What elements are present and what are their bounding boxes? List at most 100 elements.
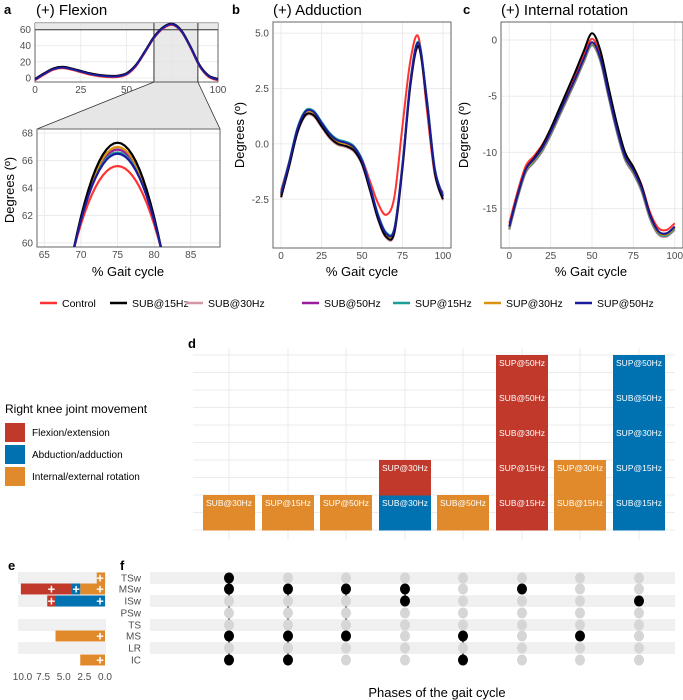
stacked-bar-segment [320,495,372,531]
row-label: MSw [119,585,142,596]
active-dot [517,583,527,595]
plus-marker: + [96,594,104,609]
active-dot [224,572,234,584]
panel-label-a: a [4,2,12,17]
active-dot [283,630,293,642]
inactive-dot [283,572,293,584]
plus-marker: + [96,571,104,586]
inactive-dot [458,583,468,595]
horizontal-bar-segment [80,654,105,666]
x-tick-label: 75 [112,250,124,261]
row-band [150,642,675,654]
bar-segment-label: SUP@15Hz [499,463,545,473]
legend-label: Abduction/adduction [32,450,123,461]
inactive-dot [400,619,410,631]
inactive-dot [575,642,585,654]
bar-segment-label: SUP@15Hz [265,498,311,508]
inactive-dot [341,595,351,607]
bar-segment-label: SUP@50Hz [499,358,545,368]
x-tick-label: 70 [75,250,87,261]
x-tick-label: 0.0 [98,672,112,683]
stacked-bar-segment [496,425,548,461]
inactive-dot [400,642,410,654]
inactive-dot [283,642,293,654]
horizontal-bar-segment [80,583,105,595]
x-tick-label: 25 [545,251,557,262]
plus-marker: + [96,653,104,668]
y-tick-label: 64 [22,184,34,195]
panel-b-ylabel: Degrees (º) [232,102,247,168]
y-tick-label: -15 [483,204,498,215]
inactive-dot [458,572,468,584]
x-tick-label: 75 [628,251,640,262]
panel-f-xlabel: Phases of the gait cycle [368,685,505,700]
inactive-dot [400,654,410,666]
inactive-dot [517,595,527,607]
stacked-bar-segment [262,495,314,531]
series-line-SUP@50Hz [508,41,676,235]
y-tick-label: 2.5 [255,84,269,95]
legend-label: SUB@15Hz [132,298,189,310]
row-band [18,572,106,584]
stacked-bar-segment [496,390,548,426]
x-tick-label: 100 [435,251,452,262]
inactive-dot [224,607,234,619]
bar-segment-label: SUB@30Hz [499,428,545,438]
y-tick-label: 0 [491,35,497,46]
active-dot [224,583,234,595]
horizontal-bar-segment [96,572,105,584]
legend-swatch-flexion-extension [5,423,25,442]
inactive-dot [458,595,468,607]
x-tick-label: 50 [356,251,368,262]
plus-marker: + [96,582,104,597]
row-band [150,572,675,584]
horizontal-bar-segment [55,595,105,607]
stacked-bar-segment [203,495,255,531]
inactive-dot [634,630,644,642]
row-label: IC [131,656,141,667]
y-tick-label: 5.0 [255,29,269,40]
inactive-dot [400,630,410,642]
row-label: LR [128,644,141,655]
x-tick-label: 75 [397,251,409,262]
active-dot [283,654,293,666]
panel-a-xlabel: % Gait cycle [92,264,164,279]
plus-marker: + [96,629,104,644]
inactive-dot [575,583,585,595]
row-label: MS [126,632,141,643]
x-tick-label: 25 [316,251,328,262]
legend-label: Flexion/extension [32,428,110,439]
x-tick-label: 50 [121,85,133,96]
panel-label-e: e [8,558,15,573]
inactive-dot [341,572,351,584]
inactive-dot [341,642,351,654]
panel-c-xlabel: % Gait cycle [555,264,627,279]
y-tick-label: 0 [25,73,31,84]
inactive-dot [634,642,644,654]
panel-c-ylabel: Degrees (º) [456,102,471,168]
legend-label: SUP@50Hz [597,298,654,310]
row-band [150,595,675,607]
inactive-dot [517,607,527,619]
inactive-dot [341,607,351,619]
legend-item: SUP@30Hz [484,298,563,310]
horizontal-bar-segment [72,583,81,595]
inset-lines [73,141,162,247]
inactive-dot [517,619,527,631]
x-tick-label: 25 [75,85,87,96]
y-tick-label: 20 [20,57,32,68]
panel-label-c: c [463,2,470,17]
legend-item: SUB@30Hz [186,298,265,310]
active-dot [400,583,410,595]
inactive-dot [575,607,585,619]
x-tick-label: 50 [586,251,598,262]
legend-item: SUP@50Hz [575,298,654,310]
series-line-SUP@50Hz [34,23,219,81]
plot-frame [272,21,452,249]
bar-segment-label: SUB@30Hz [206,498,252,508]
active-dot [400,595,410,607]
active-dot [224,630,234,642]
row-band [18,642,106,654]
active-dot [575,630,585,642]
